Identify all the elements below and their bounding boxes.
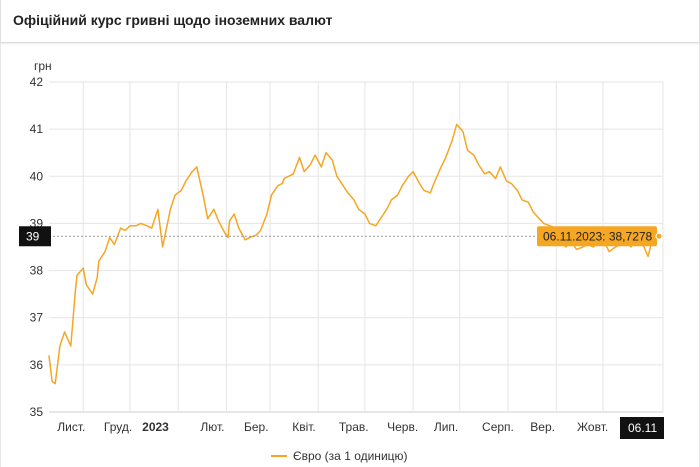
y-tick-label: 35	[30, 405, 44, 419]
x-tick-label: Груд.	[104, 420, 132, 434]
x-tick-label: Черв.	[387, 420, 418, 434]
y-axis-label: грн	[34, 59, 52, 73]
y-crosshair-value: 39	[26, 229, 40, 243]
x-tick-label: Лист.	[57, 420, 85, 434]
series-line-euro[interactable]	[48, 123, 660, 385]
x-tick-label: 2023	[142, 420, 169, 434]
legend-line-icon	[271, 455, 287, 457]
y-tick-label: 37	[30, 311, 44, 325]
y-tick-label: 42	[30, 75, 44, 89]
x-crosshair-value: 06.11	[628, 421, 657, 435]
tooltip-text: 06.11.2023: 38,7278	[543, 229, 653, 243]
x-tick-label: Квіт.	[292, 420, 316, 434]
card-header: Офіційний курс гривні щодо іноземних вал…	[1, 0, 699, 43]
page-title: Офіційний курс гривні щодо іноземних вал…	[13, 12, 333, 28]
y-tick-label: 40	[30, 169, 44, 183]
legend[interactable]: Євро (за 1 одиницю)	[271, 448, 408, 464]
y-crosshair-badge: 39	[19, 226, 51, 247]
x-tick-label: Бер.	[244, 420, 269, 434]
y-tick-label: 41	[30, 122, 44, 136]
tooltip: 06.11.2023: 38,7278	[537, 226, 657, 247]
x-tick-label: Жовт.	[577, 420, 608, 434]
x-tick-label: Трав.	[339, 420, 369, 434]
y-tick-label: 36	[30, 358, 44, 372]
grid	[49, 81, 664, 413]
legend-label: Євро (за 1 одиницю)	[293, 449, 408, 463]
x-tick-label: Лип.	[434, 420, 458, 434]
x-tick-label: Вер.	[530, 420, 555, 434]
y-tick-label: 38	[30, 264, 44, 278]
x-tick-label: Серп.	[482, 420, 514, 434]
x-crosshair-badge: 06.11	[620, 417, 664, 439]
x-tick-label: Лют.	[200, 420, 224, 434]
x-tick-labels: Лист. Груд. 2023 Лют. Бер. Квіт. Трав. Черв. Лип…	[57, 420, 608, 434]
hover-point	[655, 232, 663, 240]
